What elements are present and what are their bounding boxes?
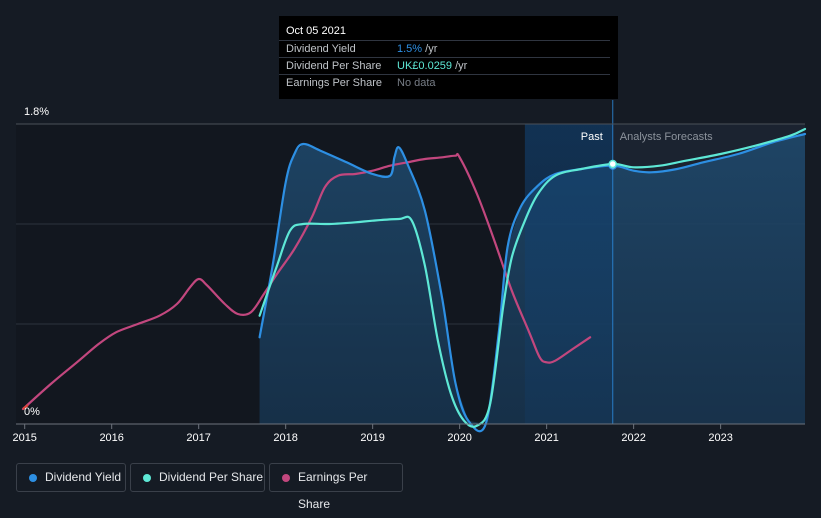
legend-dot-icon — [282, 474, 290, 482]
dividend-per-share-line — [258, 127, 807, 428]
tooltip-value: No data — [397, 77, 436, 89]
tooltip-row-earnings-per-share: Earnings Per Share No data — [279, 74, 610, 92]
legend-label: Dividend Yield — [45, 470, 122, 484]
x-tick-label: 2020 — [447, 432, 471, 444]
x-tick-label: 2015 — [12, 432, 36, 444]
past-highlight-band — [524, 124, 613, 424]
tooltip-label: Dividend Per Share — [286, 60, 382, 72]
x-tick-label: 2016 — [99, 432, 123, 444]
legend-dot-icon — [29, 474, 37, 482]
tooltip-label: Earnings Per Share — [286, 77, 382, 89]
legend-item-dividend-per-share[interactable]: Dividend Per Share — [130, 463, 265, 492]
x-tick-label: 2018 — [273, 432, 297, 444]
x-tick-label: 2021 — [534, 432, 558, 444]
y-tick-bottom: 0% — [24, 406, 40, 418]
past-region-label: Past — [581, 131, 603, 143]
tooltip-label: Dividend Yield — [286, 43, 356, 55]
tooltip-unit: /yr — [455, 60, 468, 72]
tooltip-value-text: 1.5% — [397, 43, 423, 55]
y-tick-top: 1.8% — [24, 106, 50, 118]
tooltip-value-text: UK£0.0259 — [397, 60, 453, 72]
x-tick-label: 2019 — [360, 432, 384, 444]
dividend-per-share-marker — [608, 159, 618, 169]
legend-item-dividend-yield[interactable]: Dividend Yield — [16, 463, 126, 492]
x-tick-label: 2022 — [621, 432, 645, 444]
tooltip-row-dividend-yield: Dividend Yield 1.5% /yr — [279, 40, 610, 58]
earnings-per-share-line — [21, 152, 592, 411]
tooltip-value-text: No data — [397, 77, 436, 89]
earnings-per-share-start-segment — [22, 404, 29, 410]
legend-item-earnings-per-share[interactable]: Earnings Per Share — [269, 463, 403, 511]
tooltip-value: 1.5% /yr — [397, 43, 437, 55]
legend-label: Dividend Per Share — [159, 470, 264, 484]
tooltip-unit: /yr — [425, 43, 438, 55]
tooltip-date: Oct 05 2021 — [286, 25, 346, 37]
dividend-yield-line — [258, 132, 807, 433]
x-tick-label: 2017 — [186, 432, 210, 444]
tooltip: Oct 05 2021 Dividend Yield 1.5% /yr Divi… — [279, 16, 618, 99]
forecast-region-label: Analysts Forecasts — [620, 131, 713, 143]
tooltip-row-dividend-per-share: Dividend Per Share UK£0.0259 /yr — [279, 57, 610, 75]
tooltip-value: UK£0.0259 /yr — [397, 60, 467, 72]
legend-dot-icon — [143, 474, 151, 482]
x-tick-label: 2023 — [708, 432, 732, 444]
